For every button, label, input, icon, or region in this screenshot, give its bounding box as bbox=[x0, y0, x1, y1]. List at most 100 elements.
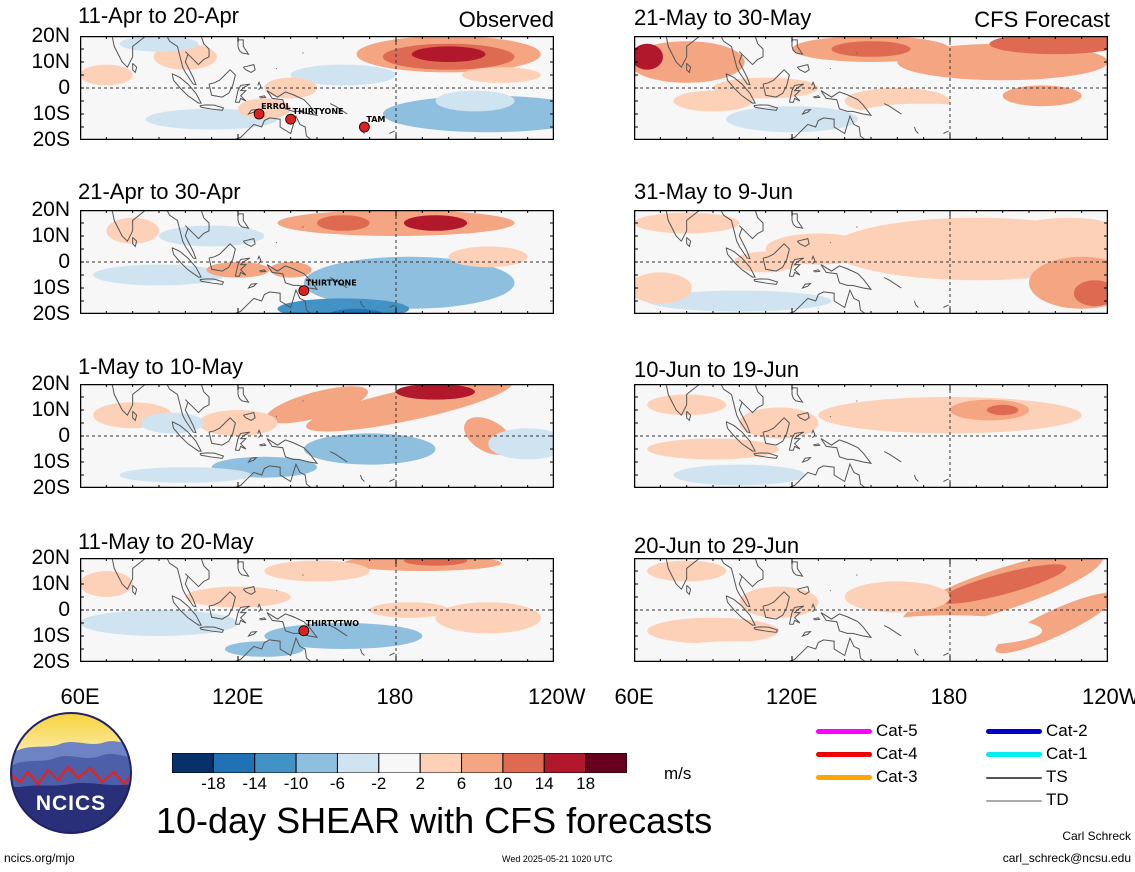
coastline bbox=[812, 95, 821, 99]
coastline bbox=[762, 69, 790, 98]
shear-contour bbox=[369, 602, 449, 618]
ncics-logo: NCICS bbox=[10, 712, 132, 834]
coastline bbox=[132, 62, 138, 74]
coastline bbox=[266, 438, 319, 464]
coastline bbox=[132, 584, 138, 596]
coastline bbox=[171, 421, 202, 452]
shear-contour bbox=[673, 464, 806, 486]
coastline bbox=[132, 236, 138, 248]
storm-label: THIRTYONE bbox=[293, 107, 344, 116]
coastline bbox=[257, 80, 262, 91]
footer-url: ncics.org/mjo bbox=[4, 851, 75, 865]
coastline bbox=[232, 288, 313, 314]
legend-swatch bbox=[816, 775, 872, 780]
colorbar-swatch bbox=[502, 753, 545, 773]
coastline bbox=[788, 431, 805, 451]
shear-contour bbox=[159, 225, 265, 247]
coastline bbox=[234, 605, 251, 625]
shear-contour bbox=[986, 404, 1019, 416]
coastline bbox=[820, 90, 873, 116]
storm-symbol bbox=[358, 121, 370, 133]
coastline bbox=[786, 462, 867, 488]
panel-title: 11-Apr to 20-Apr bbox=[78, 3, 240, 28]
legend-swatch bbox=[816, 729, 872, 734]
colorbar-tick: -6 bbox=[329, 774, 346, 793]
coastline bbox=[796, 237, 810, 247]
panel-title: 20-Jun to 29-Jun bbox=[634, 533, 800, 558]
coastline bbox=[753, 278, 779, 285]
coastline bbox=[753, 626, 779, 633]
lat-label: 20N bbox=[31, 24, 70, 47]
shear-map: THIRTYONE bbox=[80, 210, 554, 314]
coastline bbox=[258, 617, 267, 621]
coastline bbox=[208, 243, 236, 272]
coastline bbox=[232, 636, 313, 662]
coastline bbox=[359, 648, 365, 656]
legend-label: TD bbox=[1046, 790, 1069, 809]
storm-marker: THIRTYONE bbox=[298, 279, 357, 296]
coastline bbox=[786, 288, 867, 314]
coastline bbox=[801, 108, 812, 115]
coastline bbox=[720, 384, 764, 434]
lat-label: 20S bbox=[32, 128, 70, 151]
coastline bbox=[232, 114, 313, 140]
coastline bbox=[275, 241, 278, 244]
coastline bbox=[234, 431, 251, 451]
legend-swatch bbox=[986, 777, 1042, 779]
shear-contour bbox=[448, 246, 528, 268]
colorbar-swatches bbox=[172, 753, 627, 773]
coastline bbox=[786, 636, 867, 662]
shear-contour bbox=[435, 602, 541, 634]
coastline bbox=[720, 558, 764, 608]
coastline bbox=[856, 52, 858, 54]
lat-label: 10N bbox=[31, 50, 70, 73]
coastline bbox=[166, 36, 210, 86]
coastline bbox=[266, 612, 319, 638]
storm-marker: TAM bbox=[358, 115, 385, 133]
shear-contour bbox=[647, 438, 779, 460]
storm-symbol bbox=[298, 625, 310, 637]
shear-contour bbox=[411, 46, 486, 62]
legend-label: Cat-3 bbox=[876, 767, 918, 786]
shear-contour bbox=[290, 64, 396, 86]
coastline bbox=[788, 605, 805, 625]
coastline bbox=[329, 277, 348, 289]
ncics-logo-icon bbox=[10, 712, 132, 834]
coastline bbox=[762, 243, 790, 272]
coastline bbox=[811, 254, 816, 265]
shear-contour bbox=[224, 641, 304, 657]
coastline bbox=[242, 585, 256, 595]
coastline bbox=[166, 384, 210, 434]
shear-contour bbox=[673, 90, 753, 112]
lon-label: 120E bbox=[212, 684, 264, 709]
coastline bbox=[171, 73, 202, 104]
coastline bbox=[856, 574, 858, 576]
coastline bbox=[258, 269, 267, 273]
coastline bbox=[913, 474, 919, 482]
coastline bbox=[762, 591, 790, 620]
colorbar-swatch bbox=[419, 753, 463, 773]
shear-contour bbox=[198, 410, 278, 436]
storm-label: TAM bbox=[366, 115, 385, 124]
coastline bbox=[199, 452, 225, 459]
storm-label: THIRTYONE bbox=[306, 279, 357, 288]
lat-label: 20S bbox=[32, 302, 70, 325]
lon-label: 120W bbox=[528, 684, 586, 709]
storm-marker: THIRTYONE bbox=[285, 107, 344, 125]
lat-label: 0 bbox=[58, 250, 70, 273]
coastline bbox=[359, 474, 365, 482]
colorbar-tick: -2 bbox=[371, 774, 387, 793]
lat-label: 10S bbox=[32, 102, 70, 125]
coastline bbox=[820, 438, 873, 464]
coastline bbox=[811, 428, 816, 439]
coastline bbox=[111, 384, 147, 417]
coastline bbox=[943, 130, 949, 134]
shear-contour bbox=[1015, 433, 1095, 455]
coastline bbox=[208, 69, 236, 98]
colorbar-tick: 18 bbox=[576, 774, 596, 793]
coastline bbox=[171, 595, 202, 626]
coastline bbox=[913, 300, 919, 308]
coastline bbox=[883, 103, 902, 115]
shear-contour bbox=[792, 446, 1003, 478]
